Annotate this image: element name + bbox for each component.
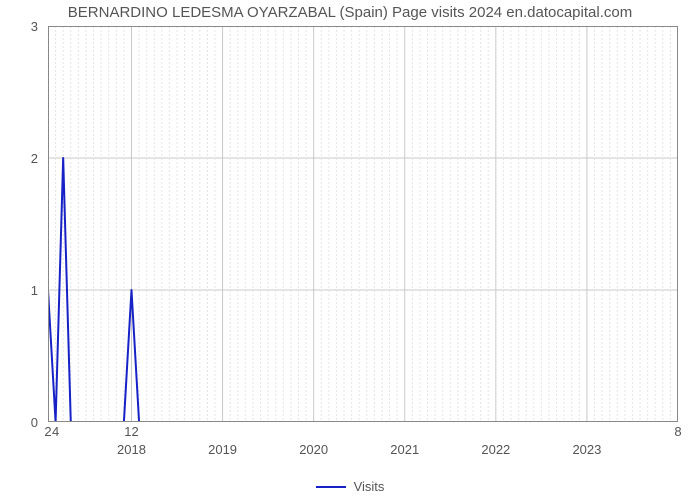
x-year-label: 2023 [572,442,601,457]
x-year-label: 2022 [481,442,510,457]
x-year-label: 2021 [390,442,419,457]
x-year-label: 2018 [117,442,146,457]
x-point-label: 8 [674,424,681,439]
x-point-label: 4 [52,424,59,439]
y-tick-label: 1 [0,283,38,298]
y-tick-label: 0 [0,415,38,430]
y-tick-label: 2 [0,151,38,166]
chart-plot-svg [48,26,678,422]
y-tick-label: 3 [0,19,38,34]
x-point-label: 2 [44,424,51,439]
chart-container: BERNARDINO LEDESMA OYARZABAL (Spain) Pag… [0,0,700,500]
legend-swatch [316,486,346,488]
legend-label: Visits [354,479,385,494]
x-year-label: 2019 [208,442,237,457]
x-point-label: 12 [124,424,138,439]
chart-title: BERNARDINO LEDESMA OYARZABAL (Spain) Pag… [0,4,700,21]
chart-legend: Visits [0,479,700,494]
x-year-label: 2020 [299,442,328,457]
